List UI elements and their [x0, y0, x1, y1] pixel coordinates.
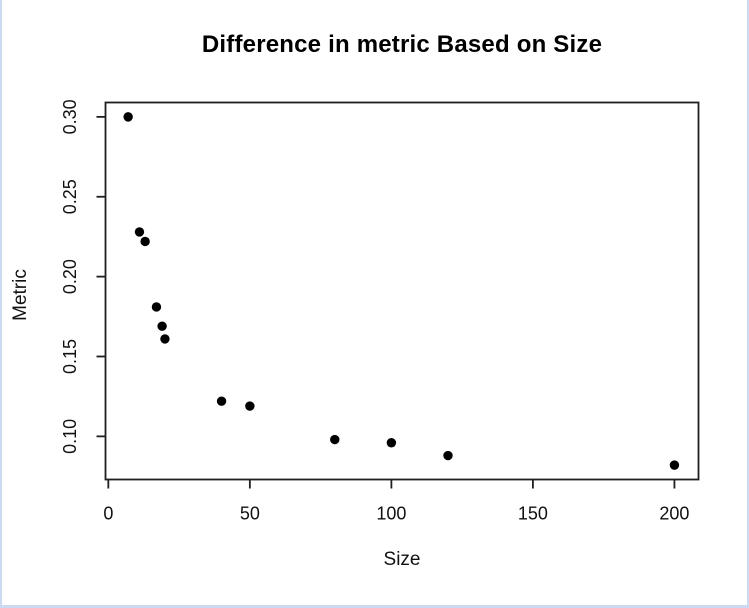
x-axis-label: Size [383, 549, 421, 570]
data-point [386, 438, 397, 448]
x-tick-label: 100 [376, 504, 406, 524]
y-tick-label: 0.30 [60, 99, 80, 134]
y-tick-label: 0.10 [60, 419, 80, 454]
data-point [157, 321, 167, 331]
x-tick-label: 150 [518, 504, 548, 524]
y-axis-label: Metric [10, 269, 31, 321]
data-point [160, 334, 170, 344]
chart-title: Difference in metric Based on Size [201, 31, 603, 58]
y-tick-label: 0.25 [60, 179, 80, 214]
x-tick-label: 0 [103, 504, 113, 524]
data-point [134, 227, 145, 237]
data-point [443, 450, 453, 461]
y-tick-label: 0.20 [60, 259, 80, 294]
x-tick-label: 200 [659, 504, 689, 524]
data-point [669, 460, 680, 470]
y-tick-label: 0.15 [60, 339, 80, 374]
data-point [140, 236, 150, 247]
data-point [151, 302, 162, 312]
data-point [330, 434, 340, 445]
data-point [123, 112, 133, 122]
plot-box [104, 101, 700, 481]
data-point [216, 396, 227, 406]
data-point [245, 401, 255, 411]
x-tick-label: 50 [240, 504, 260, 524]
